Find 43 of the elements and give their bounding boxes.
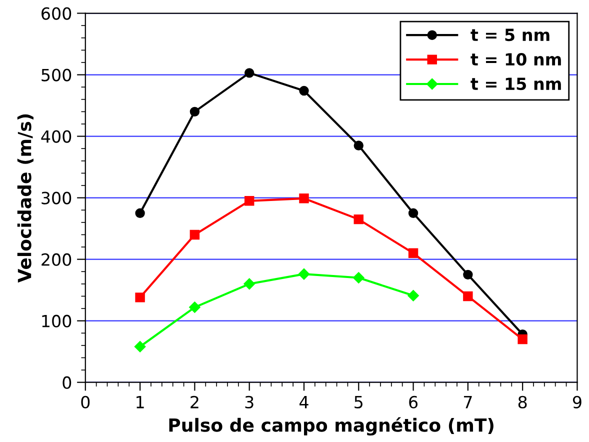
x-tick-label: 1 — [136, 396, 144, 408]
point — [353, 272, 364, 284]
y-tick-label: 0 — [62, 376, 72, 389]
point — [463, 291, 473, 302]
point — [244, 196, 254, 206]
x-tick-label: 3 — [245, 396, 254, 408]
x-tick-label: 5 — [354, 396, 362, 408]
point — [298, 268, 310, 280]
x-tick-label: 0 — [81, 396, 90, 408]
point — [299, 86, 309, 96]
x-tick-label: 8 — [518, 396, 527, 408]
x-tick-label: 4 — [300, 396, 308, 408]
x-tick-label: 2 — [190, 396, 198, 408]
legend-label: t = 15 nm — [470, 78, 561, 90]
point — [408, 208, 418, 218]
point — [190, 230, 200, 240]
y-tick-label: 400 — [41, 130, 72, 143]
point — [299, 194, 309, 204]
point — [190, 106, 200, 117]
point — [408, 290, 419, 302]
x-tick-label: 7 — [464, 396, 472, 408]
point — [518, 334, 528, 344]
y-tick-label: 500 — [42, 68, 72, 82]
point — [408, 248, 418, 258]
y-axis-title: Velocidade (m/s) — [17, 114, 34, 283]
point — [135, 208, 145, 218]
point — [189, 302, 200, 313]
x-tick-label: 9 — [572, 396, 582, 408]
x-axis-title: Pulso de campo magnético (mT) — [169, 417, 494, 436]
point — [463, 270, 473, 280]
legend-label: t = 10 nm — [470, 53, 561, 66]
x-tick-label: 6 — [409, 396, 418, 408]
y-tick-label: 600 — [42, 7, 72, 20]
point — [135, 292, 145, 302]
point — [354, 140, 364, 150]
point — [244, 278, 255, 290]
legend-label: t = 5 nm — [470, 28, 550, 42]
point — [244, 68, 254, 78]
point — [134, 341, 146, 352]
point — [354, 214, 364, 224]
y-tick-label: 300 — [42, 192, 72, 204]
y-tick-label: 200 — [42, 253, 72, 266]
y-tick-label: 100 — [42, 314, 72, 328]
